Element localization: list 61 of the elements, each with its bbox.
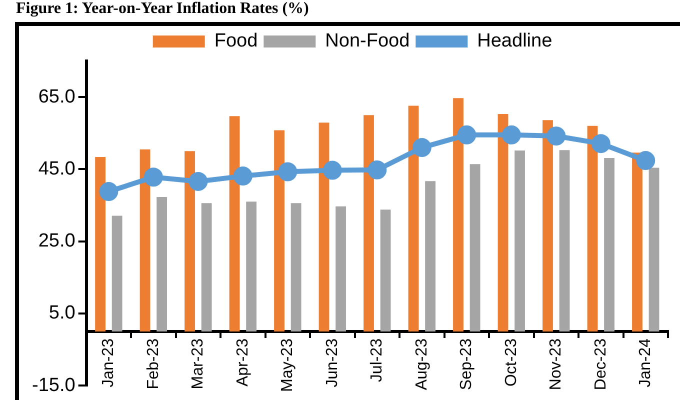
bar: [604, 158, 614, 332]
bar: [542, 120, 553, 332]
bar: [453, 98, 464, 332]
bar: [514, 150, 525, 332]
legend-label: Non-Food: [325, 30, 410, 52]
chart-title: Figure 1: Year-on-Year Inflation Rates (%): [16, 0, 309, 18]
bar: [559, 150, 570, 332]
point: [99, 182, 118, 202]
legend-label: Food: [214, 30, 258, 52]
bar: [112, 216, 122, 332]
x-tick-label: Oct-23: [502, 338, 520, 387]
bar: [229, 116, 240, 332]
point: [636, 151, 656, 170]
bar: [140, 149, 150, 332]
bar: [648, 168, 660, 332]
bar: [498, 114, 508, 332]
point: [591, 134, 610, 154]
y-tick-label: -15.0: [32, 374, 76, 396]
x-tick-label: Apr-23: [234, 338, 252, 387]
y-tick-label: 5.0: [48, 302, 76, 324]
y-tick-label: 65.0: [38, 86, 76, 108]
point: [322, 160, 342, 180]
legend-label: Headline: [477, 30, 552, 52]
x-tick-label: May-23: [279, 338, 296, 392]
bar: [318, 122, 330, 332]
bar: [364, 115, 374, 332]
point: [188, 172, 208, 191]
bar: [380, 210, 391, 332]
point: [368, 160, 387, 180]
bar: [201, 203, 212, 332]
bar: [336, 206, 346, 332]
bar: [632, 152, 642, 332]
x-tick-label: Jan-24: [637, 338, 654, 388]
x-tick-label: Dec-23: [592, 338, 610, 390]
x-tick-label: Jun-23: [324, 338, 341, 388]
bar: [156, 196, 168, 332]
x-tick-label: Jan-23: [100, 338, 118, 388]
bar: [95, 156, 106, 332]
x-tick-label: Mar-23: [190, 338, 207, 390]
point: [412, 138, 432, 158]
bar: [290, 203, 302, 332]
bar: [425, 181, 436, 332]
bar: [587, 126, 598, 332]
point: [457, 125, 476, 144]
bar: [470, 164, 480, 332]
x-tick-label: Feb-23: [144, 338, 162, 390]
x-tick-label: Jul-23: [368, 338, 386, 382]
x-tick-label: Sep-23: [458, 338, 476, 390]
bar: [246, 202, 257, 332]
x-tick-label: Aug-23: [413, 338, 430, 390]
bar: [408, 106, 419, 332]
y-tick-label: 45.0: [38, 158, 76, 180]
point: [546, 126, 566, 146]
x-tick-label: Nov-23: [548, 338, 565, 390]
point: [278, 162, 298, 182]
bar: [274, 130, 284, 332]
y-tick-label: 25.0: [38, 230, 76, 252]
point: [233, 166, 252, 186]
bar: [184, 151, 195, 332]
point: [502, 125, 521, 144]
point: [144, 168, 163, 187]
